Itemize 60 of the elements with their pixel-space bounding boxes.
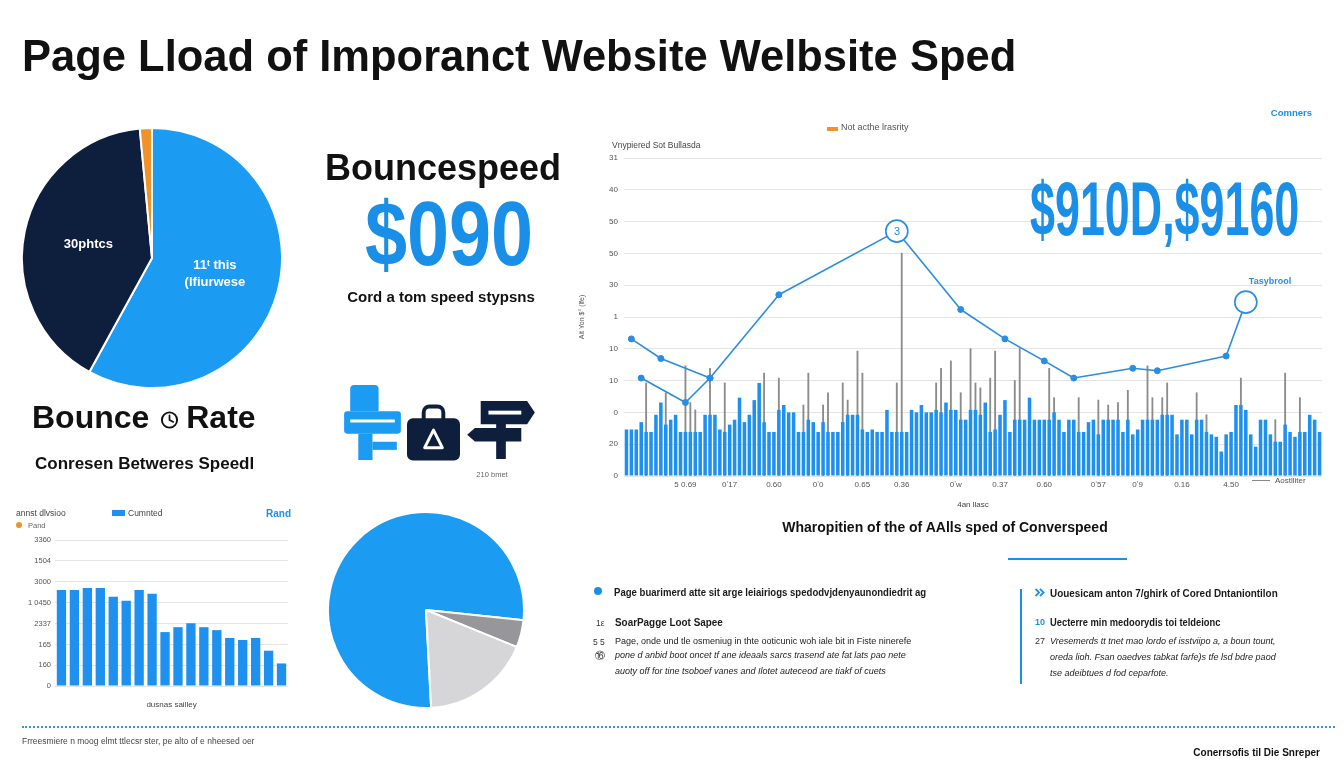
text: Aostlliter <box>1275 476 1306 486</box>
x-tick-label: 0.60 <box>766 480 783 489</box>
text: 50 <box>609 216 618 226</box>
legend-label: Cumnted <box>128 507 163 518</box>
x-tick-label: 0ʼ9 <box>1132 480 1144 489</box>
text: Conresen Betweres Speedl <box>35 453 255 473</box>
text: 40 <box>609 184 618 194</box>
text: Vresemerds tt tnet mao lordo ef isstviipo a, a boun tount, <box>1050 636 1276 647</box>
x-tick-label: 5 0.69 <box>674 480 698 489</box>
text: Comners <box>1270 106 1312 118</box>
chart-title: annst dlvsioo <box>16 507 66 518</box>
x-tick-label: 0ʼ0 <box>812 480 825 489</box>
text: 0 <box>613 407 618 417</box>
slice-label: 11ᵗ this (lfiurwese <box>184 257 246 290</box>
text: 5 5 <box>593 636 605 647</box>
x-tick-label: 0ʼ57 <box>1090 480 1107 489</box>
text: 10 <box>609 343 618 353</box>
text: Page buarimerd atte sit arge leiairiogs spedodvjdenyaunondiedrit ag <box>614 585 927 598</box>
text: 10 <box>609 375 618 385</box>
text: 31 <box>609 153 618 163</box>
text: Uecterre min medoorydis toi teldeionc <box>1050 615 1221 628</box>
text: pone d anbid boot oncet tf ane ideaals sarcs trasend ate fat lats pao nete <box>615 650 906 661</box>
x-axis-title: dusnas sailley <box>146 700 197 710</box>
text: 50 <box>609 248 618 258</box>
text: Wharopitien of the of AAlls sped of Converspeed <box>782 519 1108 536</box>
text: 10 <box>1035 617 1046 628</box>
text: 1ε <box>596 617 605 628</box>
series-label: Tasybrool <box>1248 276 1292 287</box>
x-tick-label: 4.50 <box>1223 480 1240 489</box>
text: 0 <box>613 471 618 481</box>
text: ⑯ <box>595 649 605 661</box>
text: Page, onde und tle osmeniug in thte ooticunic woh iale bit in Fiste ninerefe <box>615 636 912 647</box>
text: tse adeibtues d fod ceparfote. <box>1050 668 1169 679</box>
text: Cord a tom speed stypsns <box>347 288 535 306</box>
text: 1 <box>613 312 618 322</box>
text: Page Lload of Imporanct Website Welbsite Sped <box>22 32 1017 81</box>
text: 27 <box>1035 636 1046 647</box>
x-tick-label: 0.16 <box>1174 480 1191 489</box>
x-tick-label: 0.37 <box>992 480 1009 489</box>
text: auoty off for tine tsoboef vanes and Ilotet auteceod are tiakf of cuets <box>615 666 886 677</box>
text: oreda lioh. Fsan oaedves tabkat farfe)s tfe lsd bdre paod <box>1050 652 1276 663</box>
x-tick-label: 0ʼw <box>949 480 963 489</box>
annotation: $910D,$9160 <box>1030 165 1300 251</box>
x-tick-label: 0.36 <box>893 480 911 489</box>
x-tick-label: 0.60 <box>1036 480 1053 489</box>
text: Rand <box>266 507 291 519</box>
x-axis-title: 4an llasc <box>957 500 989 510</box>
text: Bounce Rate <box>32 398 256 435</box>
annotation: 3 <box>893 224 901 237</box>
text: Frreesmiere n moog elmt ttlecsr ster, pe alto of e nheesed oer <box>22 735 255 746</box>
text: Conerrsofis til Die Snreper <box>1193 746 1320 758</box>
text: Uouesicam anton 7/ghirk of Cored Dntaniontilon <box>1050 586 1278 599</box>
chart-title: Vnypiered Sot Bullasda <box>612 139 701 150</box>
text: 20 <box>609 439 618 449</box>
slice-label: 30phtcs <box>63 236 113 252</box>
x-tick-label: 0ʼ17 <box>722 480 738 489</box>
text: Not acthe lrasrity <box>841 122 909 133</box>
x-tick-label: 0.65 <box>854 480 871 489</box>
text: SoarPagge Loot Sapee <box>615 615 723 628</box>
text: 30 <box>609 280 618 290</box>
